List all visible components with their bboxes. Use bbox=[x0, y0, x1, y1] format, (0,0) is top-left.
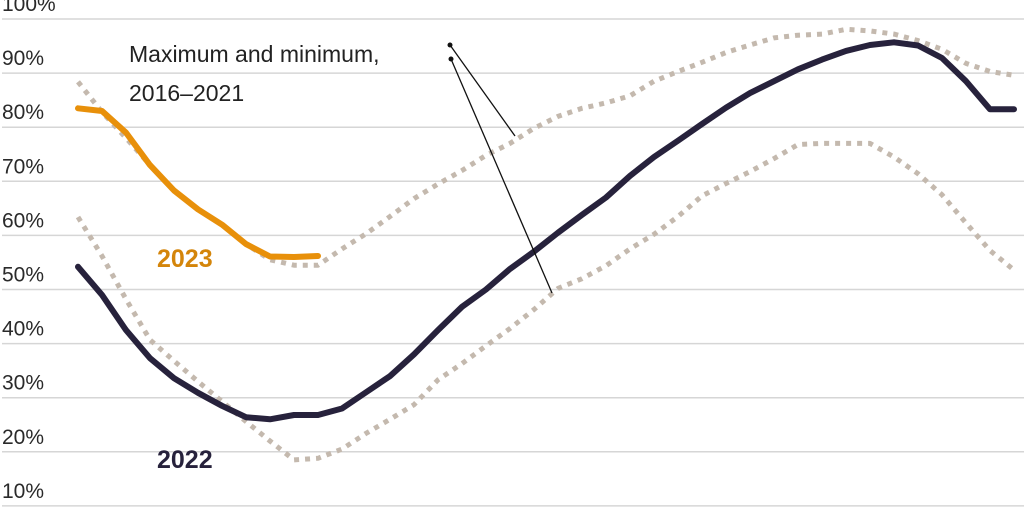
series-line-2022 bbox=[75, 39, 1017, 423]
y-axis-ticks: 100% 90% 80% 70% 60% 50% 40% 30% 20% 10% bbox=[2, 0, 56, 503]
y-tick-label: 10% bbox=[2, 480, 44, 503]
series-label-2022: 2022 bbox=[157, 446, 213, 474]
annotation-leader-max bbox=[449, 44, 516, 137]
annotation-line1: Maximum and minimum, bbox=[129, 41, 380, 67]
series-lines bbox=[75, 26, 1017, 463]
y-tick-label: 50% bbox=[2, 264, 44, 287]
annotation-dot-max bbox=[447, 42, 453, 48]
y-tick-label: 80% bbox=[2, 101, 44, 124]
series-label-2023: 2023 bbox=[157, 245, 213, 273]
y-tick-label: 30% bbox=[2, 372, 44, 395]
annotation: Maximum and minimum, 2016–2021 bbox=[129, 41, 553, 294]
series-line-2023 bbox=[75, 105, 321, 260]
annotation-leader-min bbox=[450, 58, 553, 294]
y-tick-label: 20% bbox=[2, 426, 44, 449]
y-tick-label: 100% bbox=[2, 0, 56, 16]
annotation-line2: 2016–2021 bbox=[129, 80, 244, 106]
gridlines bbox=[2, 18, 1024, 507]
series-line-minimum bbox=[75, 140, 1016, 463]
annotation-dot-min bbox=[448, 56, 454, 62]
y-tick-label: 70% bbox=[2, 155, 44, 178]
y-tick-label: 60% bbox=[2, 209, 44, 232]
y-tick-label: 90% bbox=[2, 47, 44, 70]
y-tick-label: 40% bbox=[2, 318, 44, 341]
